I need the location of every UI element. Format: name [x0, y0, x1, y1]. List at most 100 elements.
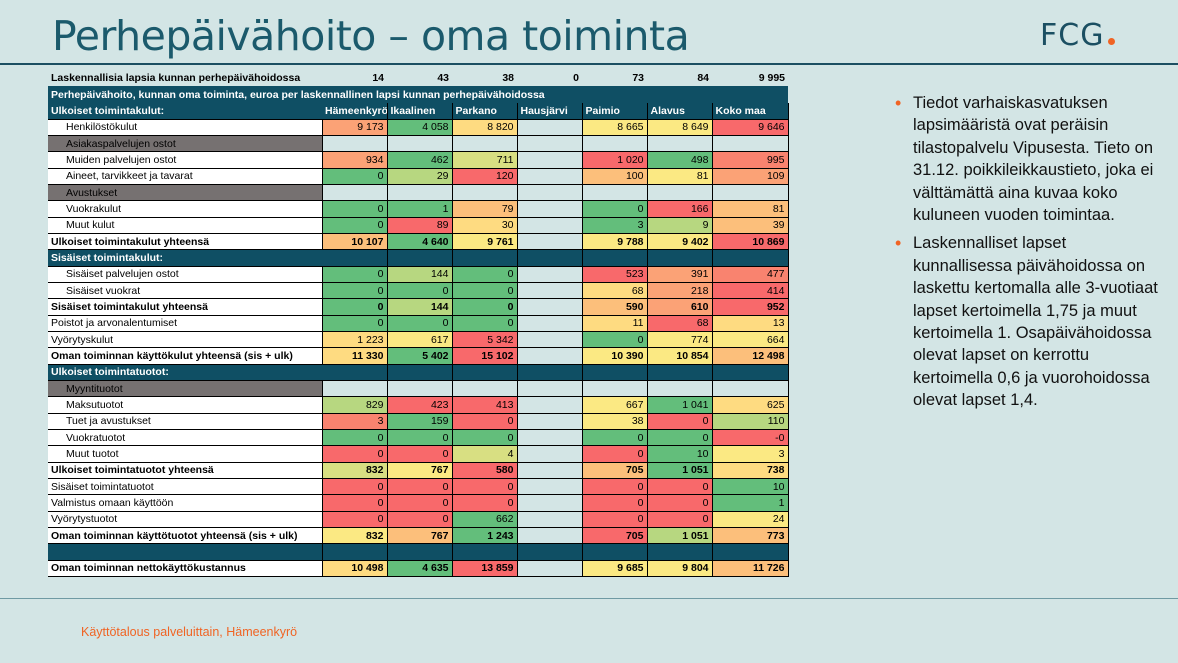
value-cell: 8 820 [451, 118, 518, 136]
value-cell: 24 [711, 510, 789, 529]
table-row: Sisäiset toimintakulut: [48, 249, 789, 267]
value-cell: 5 342 [451, 330, 518, 349]
value-cell: 705 [581, 527, 648, 545]
value-cell [516, 183, 583, 202]
value-cell [517, 364, 583, 381]
logo-dot-icon [1108, 38, 1116, 45]
value-cell: 617 [386, 330, 453, 349]
value-cell: 68 [581, 281, 648, 300]
value-cell: 110 [711, 412, 789, 431]
value-cell: 0 [321, 429, 388, 447]
value-cell: 0 [321, 265, 388, 283]
value-cell [581, 380, 648, 398]
value-cell [646, 183, 713, 202]
value-cell: 0 [386, 478, 453, 496]
column-header: Parkano [452, 102, 518, 120]
value-cell [321, 183, 388, 202]
value-cell: 705 [581, 461, 648, 480]
value-cell: 952 [711, 298, 789, 316]
value-cell: 0 [321, 216, 388, 234]
row-label: Vuokratuotot [48, 429, 323, 447]
value-cell: 1 051 [646, 527, 713, 545]
value-cell [516, 412, 583, 431]
value-cell: 38 [581, 412, 648, 431]
value-cell: 414 [711, 281, 789, 300]
table-row: Muiden palvelujen ostot 934 462 711 1 020 498… [48, 151, 789, 169]
value-cell: 13 [711, 314, 789, 333]
table-row: Vuokrakulut 0 1 79 0 166 81 [48, 200, 789, 218]
value-cell: 68 [646, 314, 713, 333]
value-cell: 29 [386, 167, 453, 185]
value-cell: 0 [321, 167, 388, 185]
table-row: Henkilöstökulut 9 173 4 058 8 820 8 665 8 649… [48, 118, 789, 136]
value-cell [711, 543, 789, 561]
value-cell: 0 [386, 429, 453, 447]
row-label: Ulkoiset toimintakulut yhteensä [48, 232, 323, 251]
value-cell: 0 [321, 478, 388, 496]
row-label: Vuokrakulut [48, 200, 323, 218]
value-cell: 0 [321, 200, 388, 218]
row-label: Ulkoiset toimintatuotot yhteensä [48, 461, 323, 480]
value-cell [386, 380, 453, 398]
value-cell [516, 298, 583, 316]
value-cell: 0 [321, 314, 388, 333]
value-cell: 498 [646, 151, 713, 169]
row-label: Asiakaspalvelujen ostot [48, 134, 323, 153]
value-cell [516, 232, 583, 251]
table-row: Sisäiset toimintatuotot 0 0 0 0 0 10 [48, 478, 789, 496]
value-cell: 995 [711, 151, 789, 169]
value-cell: 0 [321, 298, 388, 316]
value-cell [451, 380, 518, 398]
value-cell: 738 [711, 461, 789, 480]
value-cell: 711 [451, 151, 518, 169]
value-cell [516, 494, 583, 512]
value-cell: 1 041 [646, 396, 713, 414]
value-cell: 10 498 [321, 559, 388, 578]
value-cell: 625 [711, 396, 789, 414]
value-cell: 0 [321, 445, 388, 463]
table-row: Vyörytyskulut 1 223 617 5 342 0 774 664 [48, 330, 789, 349]
value-cell: 8 665 [581, 118, 648, 136]
value-cell: 5 402 [386, 347, 453, 365]
row-label: Avustukset [48, 183, 323, 202]
value-cell: 144 [386, 298, 453, 316]
value-cell: 10 [711, 478, 789, 496]
value-cell [516, 380, 583, 398]
count-cell: 0 [517, 70, 582, 87]
value-cell [582, 249, 648, 267]
value-cell: 0 [451, 478, 518, 496]
table-row: Ulkoiset toimintatuotot yhteensä 832 767 58… [48, 461, 789, 480]
value-cell [516, 281, 583, 300]
value-cell: 391 [646, 265, 713, 283]
table-row: Sisäiset palvelujen ostot 0 144 0 523 391 477 [48, 265, 789, 283]
table-row: Poistot ja arvonalentumiset 0 0 0 11 68 13 [48, 314, 789, 333]
value-cell: 0 [321, 281, 388, 300]
value-cell: 8 649 [646, 118, 713, 136]
value-cell: 81 [711, 200, 789, 218]
value-cell [516, 265, 583, 283]
value-cell: 0 [386, 510, 453, 529]
row-label: Poistot ja arvonalentumiset [48, 314, 323, 333]
row-label: Sisäiset toimintakulut yhteensä [48, 298, 323, 316]
value-cell: 9 788 [581, 232, 648, 251]
value-cell: 0 [321, 510, 388, 529]
value-cell [322, 249, 388, 267]
column-header: Koko maa [712, 102, 789, 120]
value-cell: 81 [646, 167, 713, 185]
value-cell: 11 [581, 314, 648, 333]
row-label: Vyörytystuotot [48, 510, 323, 529]
value-cell [516, 396, 583, 414]
value-cell: 0 [451, 429, 518, 447]
value-cell: 0 [451, 281, 518, 300]
value-cell: 662 [451, 510, 518, 529]
footer-divider [0, 598, 1178, 599]
row-label: Oman toiminnan käyttötuotot yhteensä (si… [48, 527, 323, 545]
table-row: Oman toiminnan nettokäyttökustannus 10 49… [48, 559, 789, 578]
value-cell: 1 [386, 200, 453, 218]
value-cell: 9 761 [451, 232, 518, 251]
value-cell [516, 330, 583, 349]
slide-title: Perhepäivähoito – oma toiminta [52, 12, 690, 60]
value-cell: 3 [711, 445, 789, 463]
section-label: Ulkoiset toimintakulut: [48, 102, 322, 120]
value-cell [321, 380, 388, 398]
